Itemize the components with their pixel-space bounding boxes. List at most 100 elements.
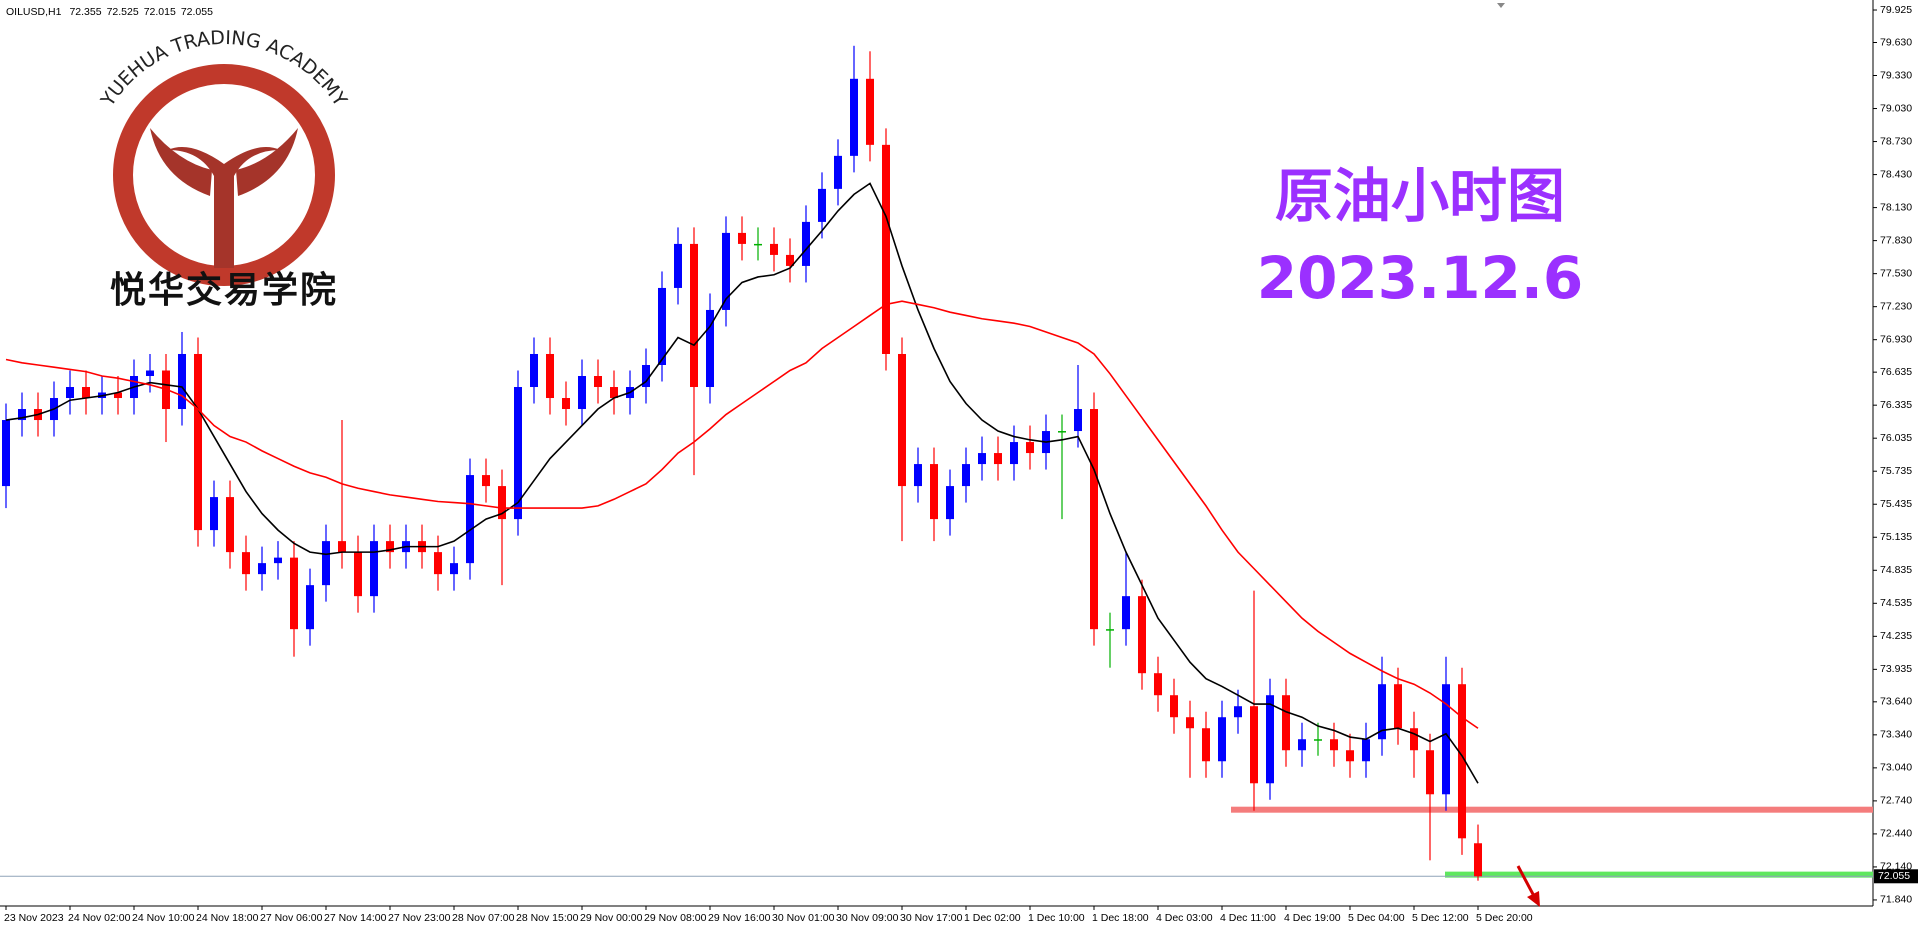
candle-body [1266,695,1274,784]
candle-body [514,387,522,520]
candle-body [866,78,874,145]
y-tick-label: 72.440 [1880,828,1912,840]
symbol-header: OILUSD,H1 72.355 72.525 72.015 72.055 [6,6,213,18]
header-close: 72.055 [181,6,213,18]
x-tick-label: 23 Nov 2023 [4,912,64,924]
candle-body [466,475,474,564]
chart-subtitle: 2023.12.6 [1257,244,1584,312]
candle-body [850,78,858,156]
current-price-label: 72.055 [1878,870,1910,882]
trend-arrow [1516,865,1540,907]
candle-body [82,387,90,399]
x-tick-label: 1 Dec 10:00 [1028,912,1085,924]
candle-body [786,254,794,266]
candle-body [1394,684,1402,729]
y-tick-label: 77.230 [1880,300,1912,312]
candle-body [1362,739,1370,762]
candle-body [1026,442,1034,454]
candle-body [658,287,666,365]
candle-body [610,387,618,399]
candle-body [1090,409,1098,630]
y-tick-label: 73.640 [1880,696,1912,708]
candle-body [978,453,986,465]
price-level [1445,871,1873,878]
x-tick-label: 29 Nov 08:00 [644,912,707,924]
candle-body [994,453,1002,465]
header-low: 72.015 [144,6,176,18]
y-tick-label: 75.435 [1880,498,1912,510]
price-level [1231,806,1873,813]
y-tick-label: 73.040 [1880,762,1912,774]
y-tick-label: 74.535 [1880,597,1912,609]
candle-body [242,552,250,575]
candle-body [1170,695,1178,718]
y-tick-label: 76.035 [1880,432,1912,444]
candle-body [434,552,442,575]
chart-title: 原油小时图 [1275,162,1565,230]
x-tick-label: 5 Dec 20:00 [1476,912,1533,924]
y-tick-label: 78.730 [1880,135,1912,147]
candle-body [1346,750,1354,762]
y-tick-label: 77.830 [1880,234,1912,246]
candle-body [178,353,186,410]
y-tick-label: 76.335 [1880,399,1912,411]
y-tick-label: 74.235 [1880,630,1912,642]
candle-body [1442,684,1450,795]
y-tick-label: 75.735 [1880,465,1912,477]
y-tick-label: 73.340 [1880,729,1912,741]
x-tick-label: 24 Nov 10:00 [132,912,195,924]
candle-body [1122,596,1130,630]
candle-body [818,188,826,222]
candle-body [754,243,762,246]
candle-body [882,144,890,354]
x-tick-label: 24 Nov 18:00 [196,912,259,924]
arrow-shaft [1516,865,1537,899]
y-tick-label: 74.835 [1880,564,1912,576]
candle-body [1202,728,1210,762]
candle-body [530,353,538,388]
y-tick-label: 79.630 [1880,36,1912,48]
header-open: 72.355 [69,6,101,18]
candle-body [498,486,506,520]
candle-body [1186,717,1194,729]
candle-body [1378,684,1386,740]
x-tick-label: 5 Dec 12:00 [1412,912,1469,924]
candle-body [722,232,730,310]
watermark-name: 悦华交易学院 [110,269,338,311]
x-tick-label: 29 Nov 00:00 [580,912,643,924]
y-tick-label: 73.935 [1880,663,1912,675]
x-tick-label: 30 Nov 09:00 [836,912,899,924]
candle-body [322,541,330,586]
candle-body [482,475,490,487]
x-tick-label: 27 Nov 14:00 [324,912,387,924]
x-tick-label: 1 Dec 18:00 [1092,912,1149,924]
candle-body [1298,739,1306,751]
candle-body [146,370,154,377]
x-tick-label: 27 Nov 06:00 [260,912,323,924]
candle-body [706,309,714,388]
candle-body [386,541,394,553]
candle-body [194,353,202,531]
y-tick-label: 79.030 [1880,102,1912,114]
candle-body [546,353,554,399]
candle-body [1458,684,1466,839]
candle-body [2,420,10,487]
candle-body [1138,596,1146,674]
x-tick-label: 4 Dec 19:00 [1284,912,1341,924]
candle-body [834,155,842,189]
candle-body [354,552,362,597]
candle-body [898,353,906,487]
candle-body [210,497,218,531]
candle-body [690,243,698,388]
candle-body [1010,442,1018,465]
y-tick-label: 77.530 [1880,267,1912,279]
y-tick-label: 72.740 [1880,795,1912,807]
candle-body [370,541,378,597]
y-tick-label: 75.135 [1880,531,1912,543]
shift-marker [1497,3,1505,8]
candle-body [18,409,26,421]
moving-average-line [5,182,1479,784]
x-tick-label: 5 Dec 04:00 [1348,912,1405,924]
candle-body [1074,409,1082,432]
